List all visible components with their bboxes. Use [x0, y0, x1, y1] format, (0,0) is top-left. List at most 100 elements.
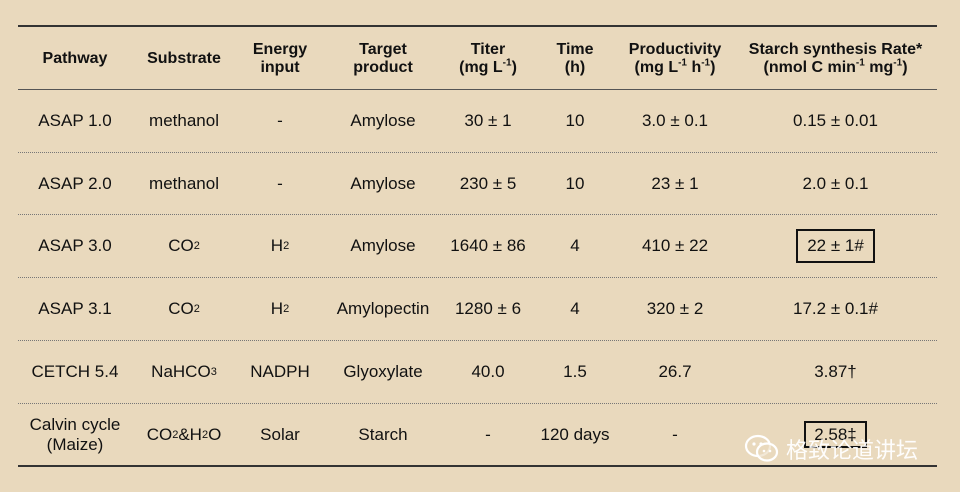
header-productivity: Productivity (mg L-1 h-1) — [616, 30, 734, 88]
cell-substrate: methanol — [149, 173, 219, 193]
header-rate-close: ) — [902, 59, 908, 76]
header-prod-unit-b: h — [687, 59, 702, 76]
header-rule — [18, 89, 937, 90]
header-titer-sup: -1 — [502, 57, 512, 69]
cell-time: 4 — [570, 299, 580, 319]
cell-rate: 2.0 ± 0.1 — [802, 173, 869, 193]
highlight-box: 2.58‡ — [804, 420, 867, 449]
cell-target: Glyoxylate — [343, 362, 423, 382]
top-rule — [18, 25, 937, 27]
cell-target: Amylose — [350, 173, 416, 193]
cell-target: Starch — [358, 424, 408, 444]
header-energy-line2: input — [260, 59, 300, 76]
cell-rate: 0.15 ± 0.01 — [793, 111, 878, 131]
header-titer-unit: (mg L — [459, 59, 503, 76]
cell-substrate: CO 2 — [168, 236, 200, 256]
cell-pathway: CETCH 5.4 — [31, 362, 119, 382]
cell-rate: 2.58‡ — [734, 404, 937, 465]
substrate-formula: CO — [168, 299, 194, 319]
row-divider — [18, 152, 937, 153]
cell-energy: - — [277, 111, 283, 131]
header-energy: Energy input — [236, 30, 324, 88]
cell-titer: 230 ± 5 — [459, 173, 517, 193]
wechat-icon — [744, 434, 779, 462]
cell-target: Amylose — [350, 111, 416, 131]
substrate-part-b: &H — [178, 424, 202, 444]
header-pathway-label: Pathway — [42, 49, 108, 67]
substrate-part-a: CO — [146, 424, 173, 444]
header-substrate-label: Substrate — [147, 49, 221, 67]
cell-time: 120 days — [540, 424, 610, 444]
header-titer-close: ) — [511, 59, 517, 76]
cell-substrate: methanol — [149, 111, 219, 131]
header-time-line2: (h) — [564, 59, 586, 76]
highlight-box: 22 ± 1# — [796, 229, 875, 263]
header-target-line1: Target — [359, 40, 407, 58]
table-row: Calvin cycle (Maize) CO 2 &H 2 O Solar Starch… — [18, 404, 937, 465]
cell-energy: - — [277, 173, 283, 193]
cell-productivity: 26.7 — [658, 362, 692, 382]
cell-substrate: CO 2 — [168, 299, 200, 319]
energy-formula: H — [270, 236, 284, 256]
substrate-formula: NaHCO — [151, 362, 211, 382]
cell-productivity: 410 ± 22 — [641, 236, 709, 256]
substrate-part-c: O — [208, 424, 222, 444]
cell-productivity: 3.0 ± 0.1 — [641, 111, 709, 131]
cell-substrate: NaHCO 3 — [151, 362, 217, 382]
substrate-formula: CO — [168, 236, 194, 256]
cell-pathway: ASAP 3.0 — [38, 236, 112, 256]
cell-substrate: CO 2 &H 2 O — [146, 424, 222, 444]
header-rate-unit-a: (nmol C min — [763, 59, 856, 76]
cell-titer: 30 ± 1 — [464, 111, 512, 131]
watermark: 格致论道讲坛 — [744, 433, 918, 465]
cell-energy: Solar — [260, 424, 300, 444]
cell-titer: - — [485, 424, 491, 444]
header-rate-unit-b: mg — [864, 59, 894, 76]
header-rate-line1: Starch synthesis Rate* — [748, 40, 923, 58]
pathway-line2: (Maize) — [46, 434, 104, 454]
header-substrate: Substrate — [132, 30, 236, 88]
header-prod-sup2: -1 — [701, 57, 711, 69]
cell-target: Amylopectin — [336, 299, 430, 319]
cell-time: 10 — [565, 111, 585, 131]
cell-productivity: 23 ± 1 — [651, 173, 699, 193]
cell-pathway: ASAP 1.0 — [38, 111, 112, 131]
header-titer-line1: Titer — [470, 40, 506, 58]
cell-titer: 1640 ± 86 — [450, 236, 526, 256]
header-rate-sup2: -1 — [893, 57, 903, 69]
header-time-line1: Time — [556, 40, 594, 58]
table-header: Pathway Substrate Energy input Target prod… — [18, 30, 937, 88]
header-target: Target product — [324, 30, 442, 88]
pathway-line1: Calvin cycle — [29, 414, 121, 434]
cell-productivity: 320 ± 2 — [646, 299, 704, 319]
header-titer: Titer (mg L-1) — [442, 30, 534, 88]
header-pathway: Pathway — [18, 30, 132, 88]
bottom-rule — [18, 465, 937, 467]
cell-rate: 3.87† — [814, 362, 857, 382]
energy-formula: H — [270, 299, 284, 319]
cell-titer: 40.0 — [471, 362, 505, 382]
cell-rate: 17.2 ± 0.1# — [793, 299, 878, 319]
cell-time: 4 — [570, 236, 580, 256]
row-divider — [18, 340, 937, 341]
cell-pathway: ASAP 2.0 — [38, 173, 112, 193]
watermark-text: 格致论道讲坛 — [786, 439, 919, 464]
header-prod-sup1: -1 — [678, 57, 687, 69]
cell-pathway: ASAP 3.1 — [38, 299, 112, 319]
cell-rate: 22 ± 1# — [734, 215, 937, 277]
cell-target: Amylose — [350, 236, 416, 256]
header-target-line2: product — [353, 59, 413, 76]
header-time: Time (h) — [534, 30, 616, 88]
row-divider — [18, 277, 937, 278]
header-rate: Starch synthesis Rate* (nmol C min-1 mg-1… — [734, 30, 937, 88]
table-row: CETCH 5.4 NaHCO 3 NADPH Glyoxylate 40.0 1… — [18, 341, 937, 403]
cell-productivity: - — [672, 424, 678, 444]
header-prod-close: ) — [710, 59, 716, 76]
table-row: ASAP 1.0 methanol - Amylose 30 ± 1 10 3.… — [18, 90, 937, 152]
header-prod-unit-a: (mg L — [634, 59, 679, 76]
cell-time: 10 — [565, 173, 585, 193]
